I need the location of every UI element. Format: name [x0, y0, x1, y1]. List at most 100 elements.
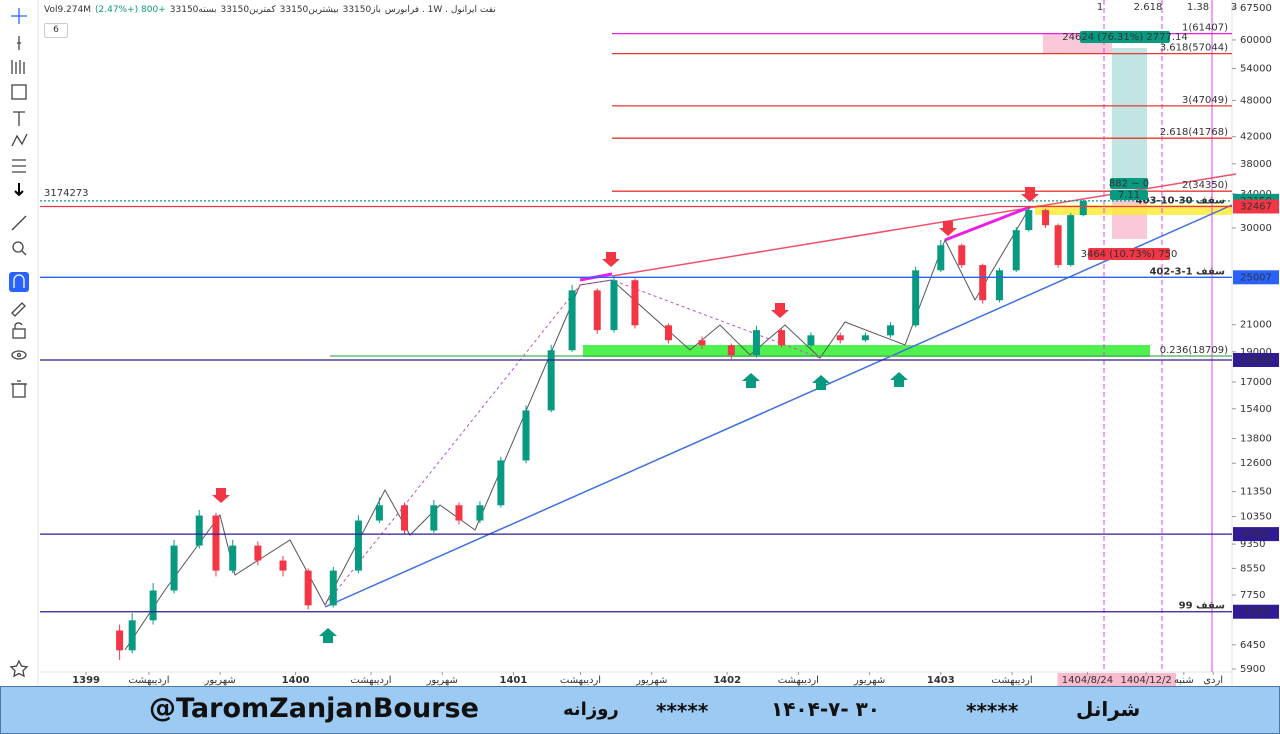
time-fib-label: 3 — [1231, 2, 1237, 13]
y-tick-label: 48000 — [1240, 95, 1272, 106]
candle-body — [195, 515, 203, 546]
candle-body — [861, 335, 869, 341]
price-badge-label: 9702 — [1243, 529, 1268, 540]
candle-body — [279, 560, 287, 571]
candle-body — [610, 280, 618, 331]
candle-body — [568, 290, 576, 351]
handle: @TaromZanjanBourse — [149, 693, 479, 724]
measure-label: 882 ~ 0 — [1109, 179, 1149, 190]
fib-label: 0.236(18709) — [1160, 345, 1228, 356]
candle-body — [254, 545, 262, 561]
candle-body — [401, 505, 409, 531]
candle-body — [631, 280, 639, 326]
symbol-header: نفت ایرانول . 1W . فرابورس باز33150 بیشت… — [44, 5, 496, 15]
candle-body — [887, 325, 895, 336]
indicator-toggle[interactable]: 6 — [44, 23, 68, 38]
fib-label: 3.618(57044) — [1160, 43, 1228, 54]
x-tick-label: شهریور — [635, 675, 667, 686]
measure-box — [1110, 190, 1148, 200]
candle-body — [455, 505, 463, 521]
y-tick-label: 7750 — [1240, 590, 1265, 601]
measure-box — [1080, 31, 1170, 43]
close: بسته33150 — [169, 5, 217, 15]
price-badge-label: 7287 — [1243, 607, 1268, 618]
y-tick-label: 21000 — [1240, 320, 1272, 331]
candle-body — [698, 340, 706, 346]
candle-body — [1012, 230, 1020, 271]
candle-body — [430, 505, 438, 531]
candle-body — [912, 270, 920, 326]
candle-body — [937, 245, 945, 271]
candle-body — [329, 570, 337, 606]
time-fib-label: 1 — [1097, 2, 1103, 13]
stars: ***** — [966, 699, 1019, 723]
measure-label: 24624 (76.31%) 2777.14 — [1062, 32, 1187, 43]
candle-body — [752, 330, 760, 356]
toolbar-icons[interactable] — [9, 8, 29, 678]
open: باز33150 — [342, 5, 381, 15]
x-tick-label: 1404/8/24 — [1062, 675, 1113, 686]
y-tick-label: 19000 — [1240, 347, 1272, 358]
candle-body — [149, 590, 157, 621]
symbol: نفت ایرانول . 1W . فرابورس — [384, 5, 496, 15]
y-tick-label: 5900 — [1240, 664, 1265, 675]
y-tick-label: 60000 — [1240, 35, 1272, 46]
x-tick-label: اردیبهشت — [778, 675, 819, 686]
volume-label: 3174273 — [44, 188, 89, 199]
price-badge — [1233, 199, 1279, 214]
candle-body — [836, 335, 844, 341]
x-tick-label: اردی — [1203, 675, 1223, 686]
y-tick-label: 10350 — [1240, 512, 1272, 523]
level-note: سقف 99 — [1179, 601, 1226, 612]
candle-body — [1042, 210, 1050, 226]
candle-body — [1054, 225, 1062, 266]
x-tick-label: اردیبهشت — [560, 675, 601, 686]
y-tick-label: 12600 — [1240, 458, 1272, 469]
x-tick-label: 1403 — [927, 675, 955, 686]
trend-line — [324, 204, 1233, 608]
wave-path — [124, 206, 1031, 651]
y-tick-label: 42000 — [1240, 132, 1272, 143]
candle-body — [727, 345, 735, 356]
candle-body — [476, 505, 484, 521]
candle-body — [593, 290, 601, 331]
y-tick-label: 15400 — [1240, 404, 1272, 415]
candle-body — [212, 515, 220, 571]
y-tick-label: 9350 — [1240, 539, 1265, 550]
candle-body — [229, 545, 237, 571]
x-tick-label: اردیبهشت — [128, 675, 169, 686]
toolbar — [0, 0, 38, 686]
measure-box — [1110, 178, 1148, 189]
high: بیشترین33150 — [279, 5, 339, 15]
x-tick-label: اردیبهشت — [991, 675, 1032, 686]
resistance-zone — [1035, 205, 1232, 215]
price-badge-label: 32467 — [1240, 202, 1272, 213]
candle-body — [1067, 215, 1075, 266]
price-badge — [1233, 604, 1279, 619]
fib-label: 2.618(41768) — [1160, 127, 1228, 138]
candle-body — [979, 265, 987, 301]
x-tick-label: 1401 — [500, 675, 528, 686]
candle-body — [1079, 200, 1087, 216]
price-badge — [1233, 352, 1279, 367]
level-note: سقف 1-3-402 — [1149, 266, 1225, 277]
price-badge — [1233, 270, 1279, 285]
y-tick-label: 6450 — [1240, 640, 1265, 651]
time-highlight — [1116, 673, 1177, 686]
stars: ***** — [656, 699, 709, 723]
level-note: سقف 30-10-403 — [1136, 196, 1226, 207]
buy-arrows — [319, 372, 908, 643]
price-badge-label: 25007 — [1240, 272, 1272, 283]
chart: 6750060000540004800042000380003400030000… — [0, 0, 1279, 686]
candle-body — [497, 460, 505, 506]
volume: Vol9.274M — [44, 5, 91, 15]
period: روزانه — [563, 699, 619, 720]
candle-body — [116, 630, 124, 651]
candle-body — [778, 330, 786, 346]
candle-body — [958, 245, 966, 266]
candle-body — [547, 350, 555, 411]
x-tick-label: شنبه — [1174, 675, 1194, 686]
x-tick-label: شهریور — [426, 675, 458, 686]
time-fib-label: 1.38 — [1187, 2, 1209, 13]
candle-body — [995, 270, 1003, 301]
